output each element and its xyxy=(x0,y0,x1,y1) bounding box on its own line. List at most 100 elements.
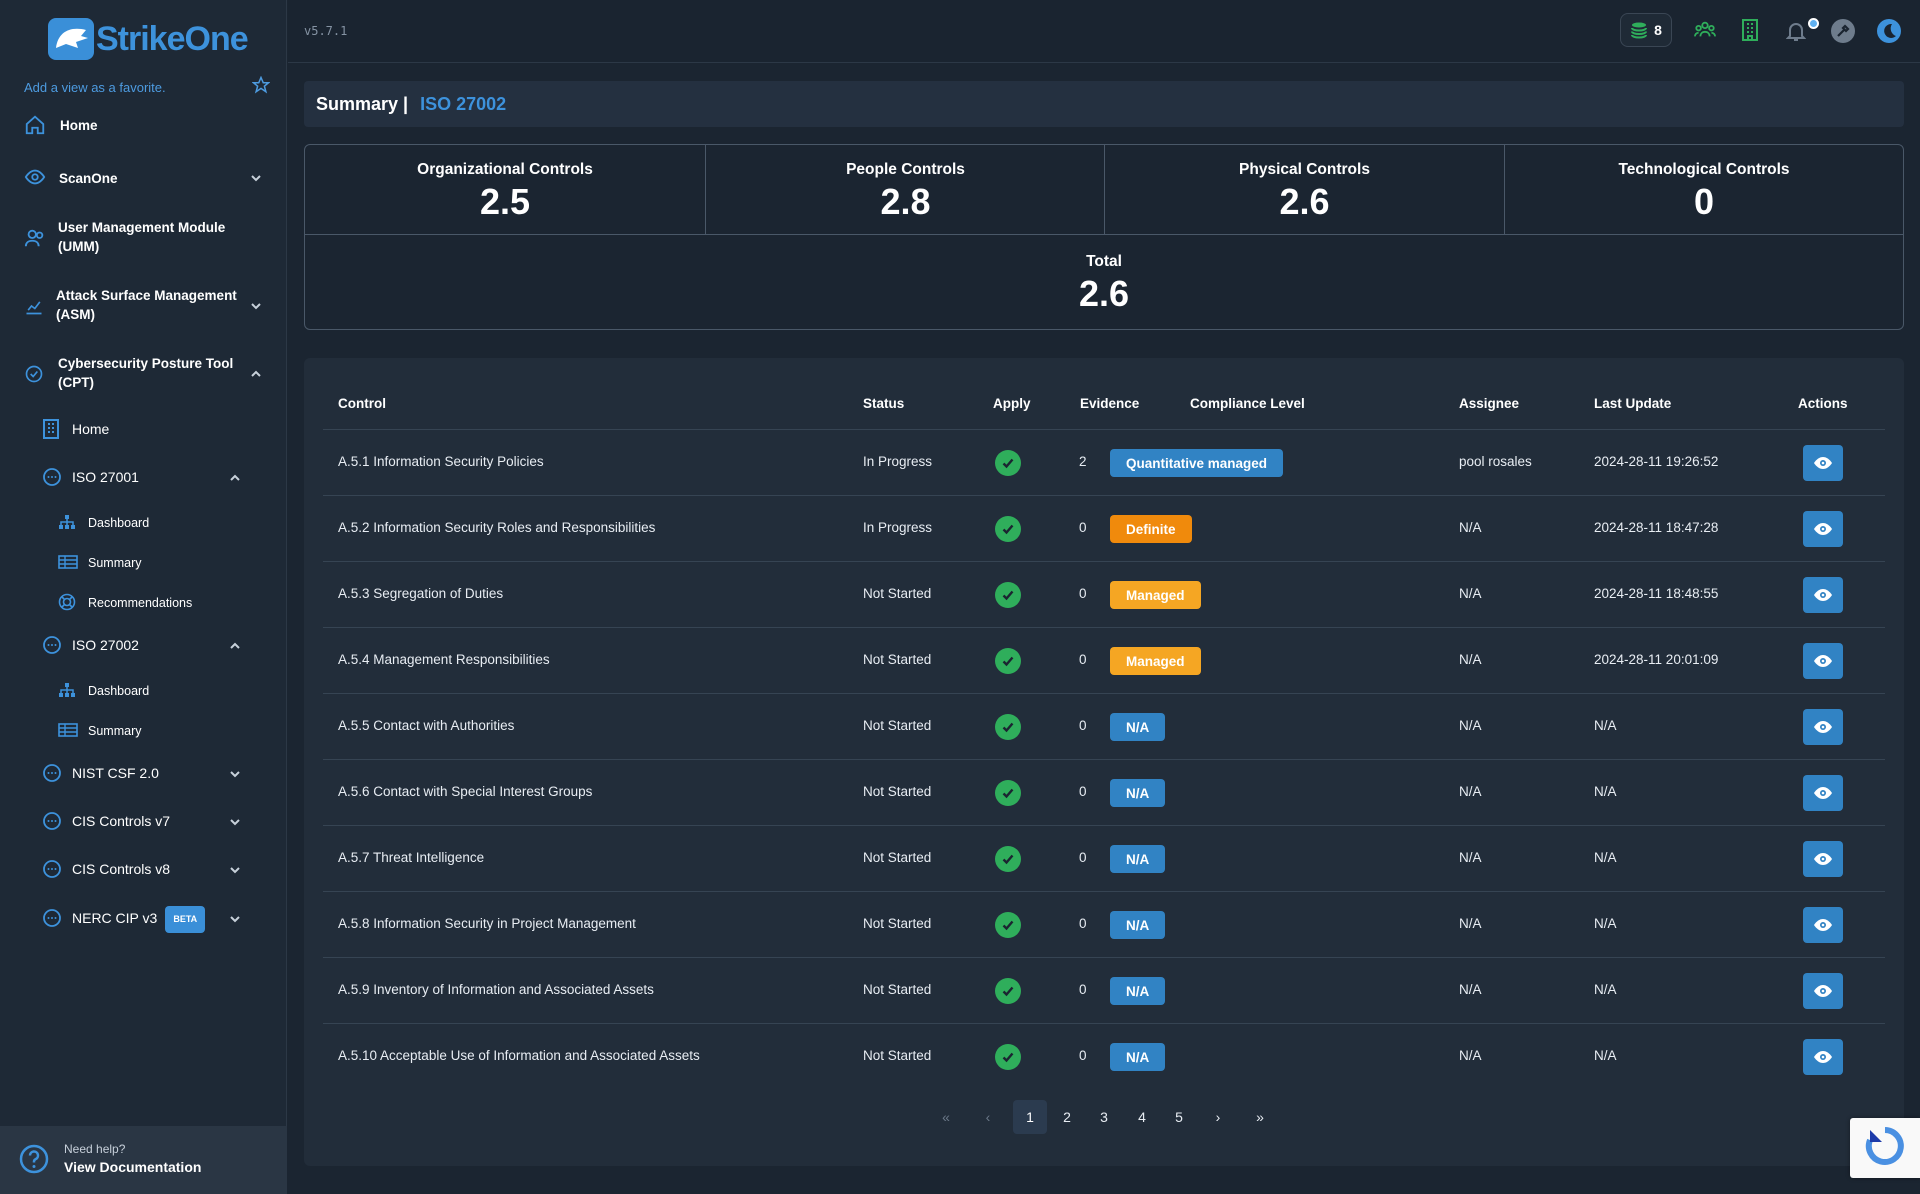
chevron-down-icon xyxy=(229,816,241,828)
stat-value: 2.6 xyxy=(1078,273,1130,314)
sidebar-item-cpt[interactable]: Cybersecurity Posture Tool (CPT) xyxy=(0,354,286,394)
eye-icon xyxy=(1813,852,1833,866)
sidebar-item-iso27002-dashboard[interactable]: Dashboard xyxy=(0,680,286,700)
chevron-down-icon xyxy=(250,300,262,312)
assignee-text: pool rosales xyxy=(1459,454,1532,469)
apply-check-icon xyxy=(995,648,1021,674)
moon-icon[interactable] xyxy=(1876,18,1902,44)
sidebar-item-cpt-home[interactable]: Home xyxy=(0,418,286,440)
view-button[interactable] xyxy=(1803,511,1843,547)
eye-icon xyxy=(1813,456,1833,470)
sidebar-item-iso27001-summary[interactable]: Summary xyxy=(0,552,286,572)
last-page-button[interactable]: » xyxy=(1256,1109,1264,1125)
stat-label: Technological Controls xyxy=(1618,161,1790,178)
sidebar-item-iso27001[interactable]: ISO 27001 xyxy=(0,466,286,488)
apply-check-icon xyxy=(995,912,1021,938)
sidebar-item-label: Summary xyxy=(88,556,142,570)
view-button[interactable] xyxy=(1803,973,1843,1009)
page-4-button[interactable]: 4 xyxy=(1138,1109,1146,1125)
settings-wrench-icon[interactable] xyxy=(1830,18,1856,44)
eye-icon xyxy=(1813,588,1833,602)
lifebuoy-icon xyxy=(58,593,76,611)
question-circle-icon xyxy=(18,1143,50,1175)
first-page-button[interactable]: « xyxy=(942,1109,950,1125)
last-update-text: N/A xyxy=(1594,982,1617,997)
next-page-button[interactable]: › xyxy=(1215,1109,1221,1125)
view-button[interactable] xyxy=(1803,709,1843,745)
sidebar-item-umm[interactable]: User Management Module (UMM) xyxy=(0,218,286,258)
sidebar-item-cis-v7[interactable]: CIS Controls v7 xyxy=(0,810,286,832)
table-icon xyxy=(58,555,78,569)
stat-label: Physical Controls xyxy=(1239,161,1370,178)
users-icon xyxy=(24,227,46,249)
last-update-text: 2024-28-11 18:48:55 xyxy=(1594,586,1719,601)
table-row: A.5.7 Threat Intelligence Not Started 0 N/A… xyxy=(323,825,1885,891)
page-1-button[interactable]: 1 xyxy=(1013,1100,1047,1134)
last-update-text: 2024-28-11 19:26:52 xyxy=(1594,454,1719,469)
status-text: Not Started xyxy=(863,652,932,667)
sidebar-item-asm[interactable]: Attack Surface Management (ASM) xyxy=(0,286,286,326)
help-documentation[interactable]: Need help? View Documentation xyxy=(0,1126,287,1194)
view-button[interactable] xyxy=(1803,643,1843,679)
dots-circle-icon xyxy=(42,908,62,928)
last-update-text: N/A xyxy=(1594,850,1617,865)
view-button[interactable] xyxy=(1803,775,1843,811)
recaptcha-badge[interactable] xyxy=(1850,1118,1920,1178)
last-update-text: 2024-28-11 20:01:09 xyxy=(1594,652,1719,667)
view-button[interactable] xyxy=(1803,907,1843,943)
compliance-level-badge: N/A xyxy=(1110,977,1166,1005)
sidebar-item-home[interactable]: Home xyxy=(0,114,286,138)
dots-circle-icon xyxy=(42,467,62,487)
prev-page-button[interactable]: ‹ xyxy=(985,1109,991,1125)
divider xyxy=(1504,145,1505,235)
evidence-count: 0 xyxy=(1079,520,1087,535)
sidebar-item-scanone[interactable]: ScanOne xyxy=(0,166,286,190)
page-title-bar: Summary | ISO 27002 xyxy=(304,81,1904,127)
control-name: A.5.6 Contact with Special Interest Grou… xyxy=(338,784,593,799)
page-2-button[interactable]: 2 xyxy=(1063,1109,1071,1125)
column-header-status: Status xyxy=(863,396,905,411)
help-caption: Need help? xyxy=(64,1142,126,1156)
total-stat: Total 2.6 xyxy=(305,253,1903,315)
sidebar-item-iso27001-recommendations[interactable]: Recommendations xyxy=(0,592,286,612)
apply-check-icon xyxy=(995,450,1021,476)
assignee-text: N/A xyxy=(1459,718,1482,733)
assignee-text: N/A xyxy=(1459,850,1482,865)
notification-dot xyxy=(1808,18,1819,29)
sidebar-item-nist[interactable]: NIST CSF 2.0 xyxy=(0,762,286,784)
assignee-text: N/A xyxy=(1459,916,1482,931)
eye-icon xyxy=(1813,1050,1833,1064)
table-row: A.5.10 Acceptable Use of Information and… xyxy=(323,1023,1885,1089)
team-icon[interactable] xyxy=(1694,19,1716,41)
credits-button[interactable]: 8 xyxy=(1620,13,1672,47)
page-3-button[interactable]: 3 xyxy=(1100,1109,1108,1125)
status-text: Not Started xyxy=(863,982,932,997)
table-row: A.5.2 Information Security Roles and Res… xyxy=(323,495,1885,561)
last-update-text: N/A xyxy=(1594,718,1617,733)
view-button[interactable] xyxy=(1803,445,1843,481)
compliance-level-badge: N/A xyxy=(1110,845,1166,873)
apply-check-icon xyxy=(995,516,1021,542)
view-button[interactable] xyxy=(1803,1039,1843,1075)
building-icon[interactable] xyxy=(1740,19,1760,41)
sidebar-item-iso27002[interactable]: ISO 27002 xyxy=(0,634,286,656)
favorite-star-icon[interactable] xyxy=(252,76,270,94)
status-text: Not Started xyxy=(863,916,932,931)
apply-check-icon xyxy=(995,978,1021,1004)
divider xyxy=(1104,145,1105,235)
sidebar-item-cis-v8[interactable]: CIS Controls v8 xyxy=(0,858,286,880)
logo[interactable]: StrikeOne xyxy=(48,16,249,62)
assignee-text: N/A xyxy=(1459,586,1482,601)
sidebar-item-nerc[interactable]: NERC CIP v3 BETA xyxy=(0,906,286,933)
view-button[interactable] xyxy=(1803,577,1843,613)
sidebar-item-iso27002-summary[interactable]: Summary xyxy=(0,720,286,740)
page-subtitle: ISO 27002 xyxy=(420,93,507,114)
view-button[interactable] xyxy=(1803,841,1843,877)
organizational-controls-stat: Organizational Controls 2.5 xyxy=(305,161,705,223)
sidebar-item-iso27001-dashboard[interactable]: Dashboard xyxy=(0,512,286,532)
coins-icon xyxy=(1630,21,1648,39)
view-documentation-link[interactable]: View Documentation xyxy=(64,1159,202,1175)
bell-icon[interactable] xyxy=(1786,20,1806,42)
status-text: Not Started xyxy=(863,718,932,733)
page-5-button[interactable]: 5 xyxy=(1175,1109,1183,1125)
